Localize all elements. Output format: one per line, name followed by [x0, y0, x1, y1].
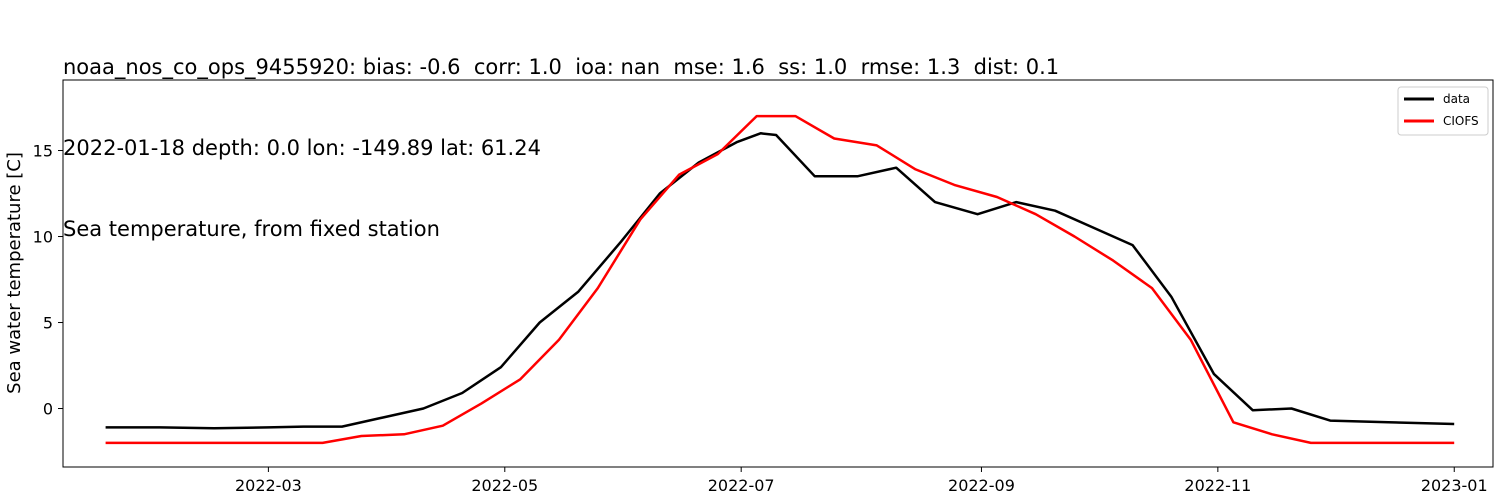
series-line-data: [105, 132, 1455, 430]
y-tick-label: 10: [33, 228, 53, 247]
x-tick-label: 2022-11: [1184, 476, 1251, 495]
title-metrics: noaa_nos_co_ops_9455920: bias: -0.6 corr…: [63, 55, 1060, 79]
series-line-ciofs: [105, 114, 1455, 445]
legend-label-data: data: [1443, 92, 1470, 106]
x-tick-label: 2022-07: [708, 476, 775, 495]
y-tick-label: 0: [43, 400, 53, 419]
y-tick-label: 15: [33, 142, 53, 161]
plot-frame: [62, 79, 1494, 468]
legend: data CIOFS: [1397, 86, 1489, 136]
x-tick-label: 2022-03: [235, 476, 302, 495]
x-tick-label: 2023-01: [1421, 476, 1488, 495]
y-tick-label: 5: [43, 314, 53, 333]
y-axis-label: Sea water temperature [C]: [4, 152, 25, 394]
x-axis: 2022-03 2022-05 2022-07 2022-09 2022-11 2023-…: [235, 467, 1488, 495]
x-tick-label: 2022-05: [471, 476, 538, 495]
y-axis: 0 5 10 15: [33, 142, 63, 419]
series-layer: [105, 114, 1455, 445]
x-tick-label: 2022-09: [948, 476, 1015, 495]
title-station-info: 2022-01-18 depth: 0.0 lon: -149.89 lat: …: [63, 136, 541, 160]
chart-title: Sea temperature, from fixed station: [63, 217, 440, 241]
legend-label-ciofs: CIOFS: [1443, 114, 1479, 128]
